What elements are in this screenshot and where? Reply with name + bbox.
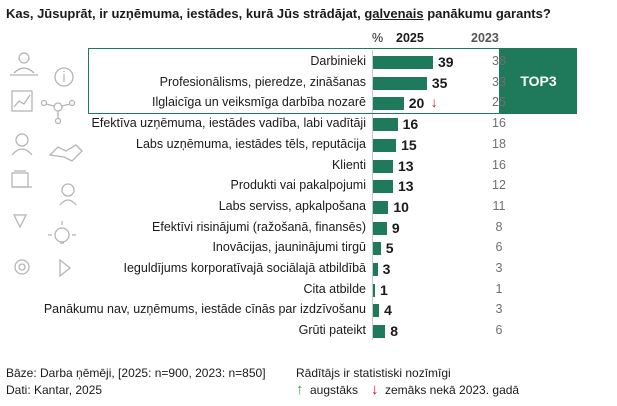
network-icon <box>53 102 63 112</box>
category-label: Grūti pateikt <box>298 323 366 338</box>
value-label-2023: 1 <box>495 281 503 296</box>
value-label-2023: 16 <box>492 116 506 131</box>
value-label-2023: 16 <box>492 157 506 172</box>
bar-2025 <box>373 325 386 339</box>
legend-up-text: augstāks <box>310 383 359 397</box>
value-label-2023: 6 <box>495 323 503 338</box>
bar-2025 <box>373 76 427 90</box>
bar-2025 <box>373 118 398 132</box>
value-label-2025: 39 <box>438 54 454 70</box>
value-label-2023: 33 <box>492 74 506 89</box>
category-label: Darbinieki <box>310 54 366 68</box>
category-label: Inovācijas, jauninājumi tirgū <box>212 240 366 255</box>
down-arrow-icon: ↓ <box>371 381 379 398</box>
bar-2025 <box>373 200 389 214</box>
column-header-2025: 2025 <box>396 31 424 45</box>
category-label: Efektīvi risinājumi (ražošanā, finansēs) <box>152 219 366 234</box>
info-icon <box>54 67 74 87</box>
value-label-2025: 5 <box>385 240 394 257</box>
column-header-2023: 2023 <box>471 31 499 45</box>
value-label-2023: 3 <box>495 302 503 317</box>
value-label-2025: 8 <box>390 323 399 340</box>
bar-2025 <box>373 56 433 69</box>
legend-title: Rādītājs ir statistiski nozīmīgi <box>296 366 451 380</box>
value-label-2025: 16 <box>402 116 419 133</box>
bar-2025 <box>373 97 404 111</box>
value-label-2025: 20 <box>408 95 425 112</box>
bar-2025 <box>373 138 397 152</box>
value-label-2025: 35 <box>431 74 448 91</box>
value-label-2023: 11 <box>492 198 506 213</box>
category-label: Labs serviss, apkalpošana <box>218 198 366 213</box>
bar-2025 <box>373 304 380 318</box>
value-label-2023: 6 <box>495 240 503 255</box>
gear-person-icon <box>15 133 29 147</box>
legend-down-text: zemāks nekā 2023. gadā <box>385 383 520 397</box>
cash-register-icon <box>11 172 29 188</box>
source-note: Dati: Kantar, 2025 <box>6 383 103 397</box>
category-label: Efektīva uzņēmuma, iestādes vadība, labi… <box>91 116 366 131</box>
bar-2025 <box>373 283 375 297</box>
value-label-2025: 9 <box>391 219 400 236</box>
value-label-2025: 13 <box>398 157 414 174</box>
value-label-2025: 10 <box>393 198 409 215</box>
idea-icon <box>12 214 28 229</box>
top3-label: TOP3 <box>500 48 577 114</box>
bar-2025 <box>373 263 378 276</box>
value-label-2023: 38 <box>492 54 506 68</box>
chart-title: Kas, Jūsuprāt, ir uzņēmuma, iestādes, ku… <box>6 6 551 21</box>
bar-2025 <box>373 242 381 256</box>
category-label: Profesionālisms, pieredze, zināšanas <box>159 74 366 89</box>
handshake-icon <box>48 144 83 162</box>
base-note: Bāze: Darba ņēmēji, [2025: n=900, 2023: … <box>6 366 266 380</box>
up-arrow-icon: ↑ <box>296 381 304 398</box>
category-label: Ieguldījums korporatīvajā sociālajā atbi… <box>123 261 367 275</box>
bar-2025 <box>373 159 393 173</box>
value-label-2023: 8 <box>495 219 503 234</box>
value-label-2023: 12 <box>492 178 506 193</box>
value-label-2023: 25 <box>492 95 506 110</box>
value-label-2023: 3 <box>495 261 503 275</box>
bar-2025 <box>373 221 387 235</box>
axis-line <box>372 50 373 340</box>
decorative-icons <box>10 52 83 278</box>
category-label: Labs uzņēmuma, iestādes tēls, reputācija <box>136 136 366 151</box>
bar-2025 <box>373 180 393 194</box>
growth-chart-icon <box>11 90 33 112</box>
down-arrow-icon: ↓ <box>430 94 438 111</box>
category-label: Produkti vai pakalpojumi <box>230 178 367 193</box>
column-header-percent: % <box>372 31 384 45</box>
category-label: Cita atbilde <box>303 281 366 296</box>
value-label-2025: 3 <box>382 261 391 277</box>
value-label-2025: 4 <box>384 302 392 319</box>
category-label: Klienti <box>331 157 366 172</box>
category-label: Panākumu nav, uzņēmums, iestāde cīnās pa… <box>43 302 366 317</box>
top3-box <box>88 48 500 114</box>
category-label: Ilglaicīga un veiksmīga darbība nozarē <box>151 95 366 110</box>
value-label-2023: 18 <box>492 136 506 151</box>
value-label-2025: 15 <box>401 136 417 153</box>
value-label-2025: 13 <box>398 178 414 195</box>
settings-icon <box>14 259 30 275</box>
arrow-icon <box>59 258 72 278</box>
value-label-2025: 1 <box>380 281 388 298</box>
support-person-icon <box>61 183 75 197</box>
person-icon <box>18 52 30 64</box>
